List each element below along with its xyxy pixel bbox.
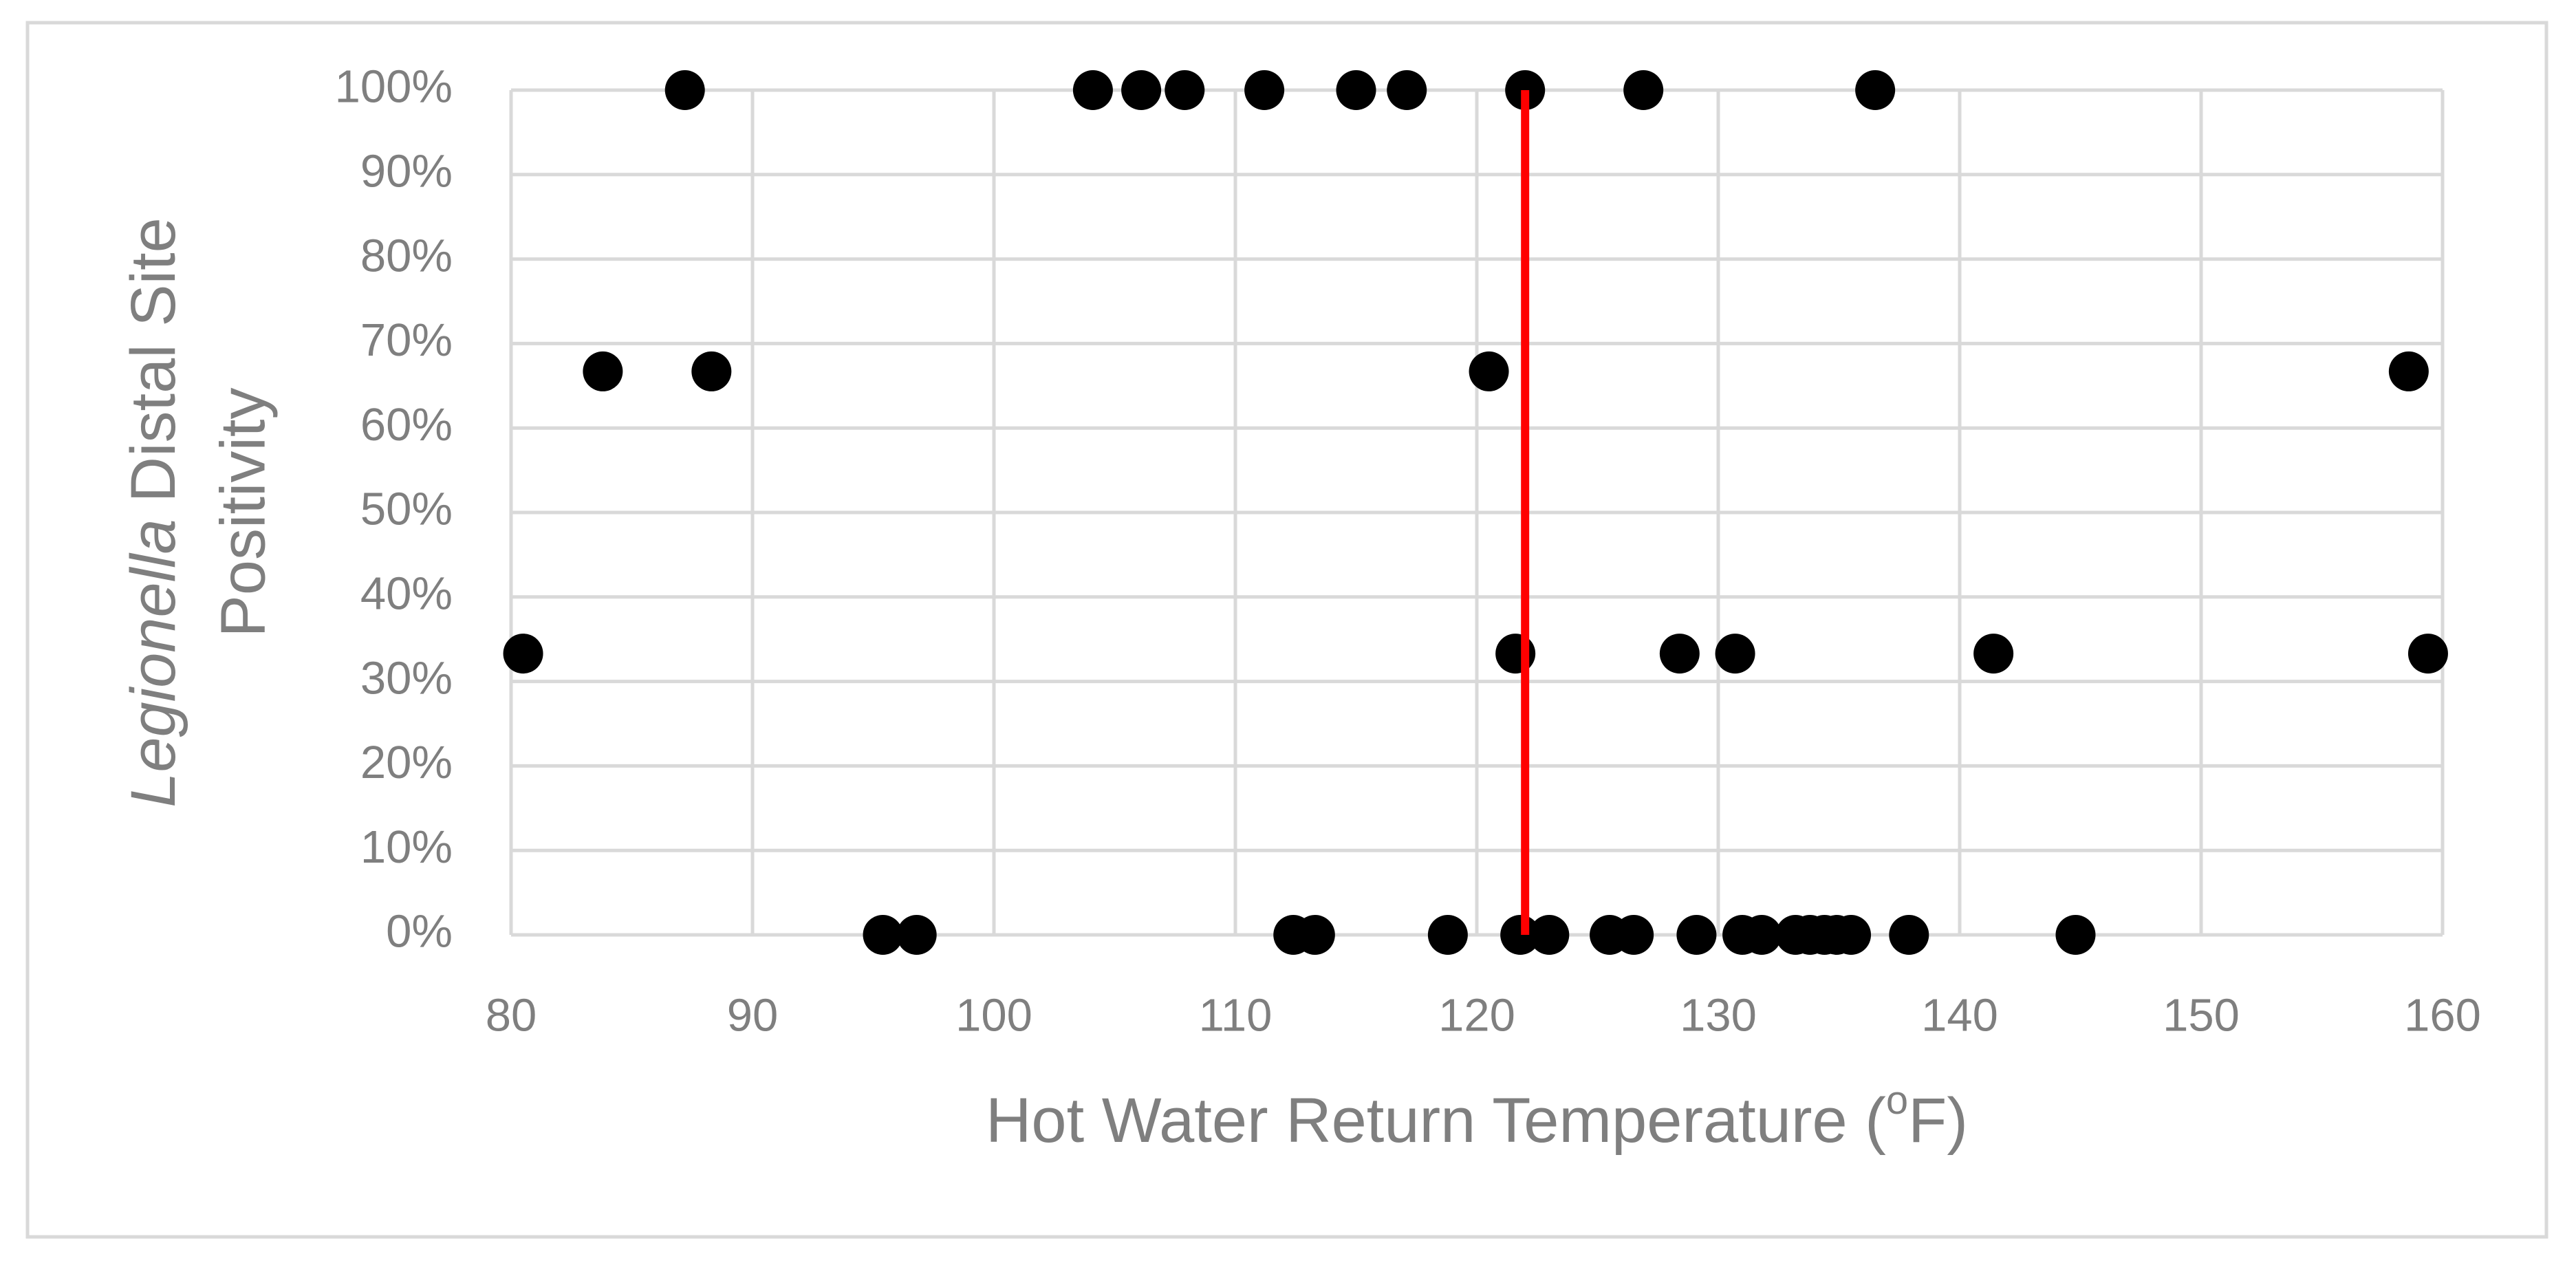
point bbox=[1529, 915, 1570, 955]
y-tick-label: 40% bbox=[360, 568, 453, 620]
grid bbox=[509, 88, 2445, 937]
point bbox=[1121, 70, 1162, 110]
point bbox=[1973, 634, 2014, 674]
point bbox=[1623, 70, 1664, 110]
y-tick-label: 30% bbox=[360, 652, 453, 704]
point bbox=[1676, 915, 1717, 955]
y-tick-label: 70% bbox=[360, 314, 453, 366]
point bbox=[1614, 915, 1654, 955]
x-tick-label: 80 bbox=[486, 990, 537, 1041]
point bbox=[1855, 70, 1896, 110]
point bbox=[1889, 915, 1929, 955]
point bbox=[1165, 70, 1205, 110]
y-tick-label: 90% bbox=[360, 146, 453, 197]
point bbox=[1469, 351, 1509, 391]
labels: 0% 10% 20% 30% 40% 50% 60% 70% 80% 90% 100% 80 90 100… bbox=[335, 61, 2481, 1041]
point bbox=[1742, 915, 1782, 955]
y-tick-label: 60% bbox=[360, 399, 453, 451]
point bbox=[1495, 634, 1536, 674]
point bbox=[664, 70, 705, 110]
point bbox=[2388, 351, 2429, 391]
point bbox=[1500, 915, 1541, 955]
point bbox=[691, 351, 732, 391]
point bbox=[863, 915, 903, 955]
y-axis-title-part: Distal Site bbox=[118, 217, 188, 502]
point bbox=[1072, 70, 1113, 110]
y-tick-label: 20% bbox=[360, 737, 453, 788]
point bbox=[1659, 634, 1700, 674]
marks bbox=[503, 70, 2448, 955]
point bbox=[1244, 70, 1285, 110]
point bbox=[503, 634, 543, 674]
y-tick-label: 10% bbox=[360, 821, 453, 873]
y-axis-title-line: Legionella Distal Site bbox=[118, 217, 188, 808]
x-tick-label: 120 bbox=[1438, 990, 1515, 1041]
point bbox=[1831, 915, 1872, 955]
x-tick-label: 100 bbox=[955, 990, 1032, 1041]
x-tick-label: 110 bbox=[1199, 990, 1273, 1041]
point bbox=[1427, 915, 1468, 955]
y-axis-title-italic: Legionella bbox=[118, 519, 188, 807]
y-axis-title-line: Positivity bbox=[208, 388, 278, 638]
point bbox=[583, 351, 623, 391]
point bbox=[1715, 634, 1755, 674]
y-tick-label: 50% bbox=[360, 484, 453, 535]
point bbox=[896, 915, 937, 955]
x-tick-label: 130 bbox=[1680, 990, 1757, 1041]
y-tick-label: 0% bbox=[386, 906, 453, 958]
x-tick-label: 90 bbox=[727, 990, 779, 1041]
y-tick-label: 80% bbox=[360, 230, 453, 281]
point bbox=[1387, 70, 1427, 110]
x-tick-label: 160 bbox=[2404, 990, 2481, 1041]
x-axis-title-part: Hot Water Return Temperature ( bbox=[986, 1086, 1886, 1156]
x-tick-label: 150 bbox=[2163, 990, 2240, 1041]
chart-frame bbox=[25, 21, 2548, 1239]
point bbox=[2407, 634, 2448, 674]
point bbox=[2055, 915, 2096, 955]
x-axis-title-part: F) bbox=[1908, 1086, 1968, 1156]
point bbox=[1336, 70, 1376, 110]
x-tick-label: 140 bbox=[1921, 990, 1998, 1041]
x-axis-title-superscript: o bbox=[1886, 1078, 1908, 1123]
x-axis-title: Hot Water Return Temperature (oF) bbox=[986, 1078, 1968, 1156]
point bbox=[1295, 915, 1335, 955]
y-tick-label: 100% bbox=[335, 61, 453, 113]
